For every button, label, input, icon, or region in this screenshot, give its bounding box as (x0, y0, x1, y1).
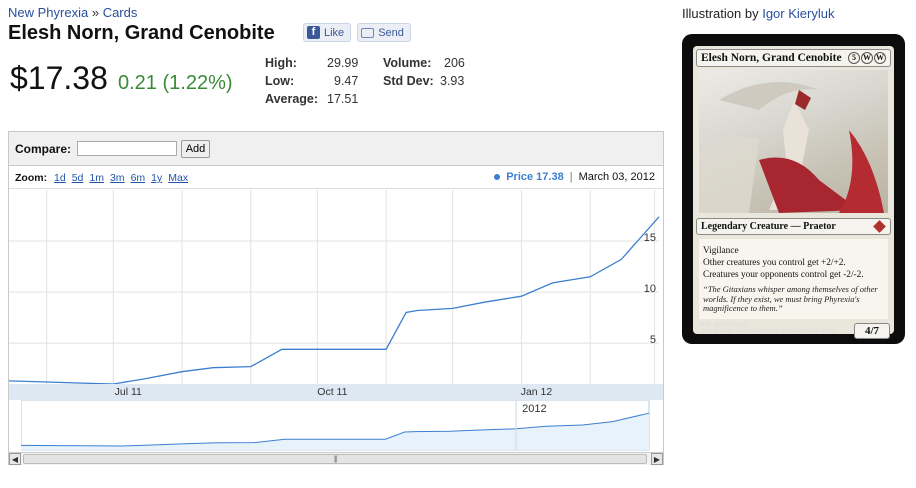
x-tick-label: Oct 11 (317, 386, 348, 398)
price-change: 0.21 (1.22%) (118, 72, 233, 94)
average-label: Average: (265, 92, 319, 106)
art-mist-shape (699, 136, 759, 213)
grip-icon: ||| (334, 456, 338, 463)
volume-value: 206 (444, 56, 465, 70)
card-frame: Elesh Norn, Grand Cenobite 5 W W Legenda… (693, 46, 894, 339)
main-plot[interactable]: 5 10 15 (9, 190, 663, 384)
navigator-area (21, 413, 649, 450)
zoom-1d-link[interactable]: 1d (54, 172, 66, 184)
price-series-line (9, 216, 660, 384)
breadcrumb-set-link[interactable]: New Phyrexia (8, 5, 89, 20)
std-dev-value: 3.93 (440, 74, 465, 88)
low-value: 9.47 (334, 74, 359, 88)
set-symbol-icon (873, 220, 886, 233)
y-tick-label: 10 (644, 283, 656, 295)
art-robe-shape (759, 157, 859, 213)
like-label: Like (324, 26, 345, 39)
mana-symbol: W (861, 52, 873, 64)
card-artist-line: Illus. Igor Kieryluk (700, 322, 748, 328)
card-art (699, 70, 888, 213)
compare-bar: Compare: Add (9, 132, 663, 166)
high-value: 29.99 (327, 56, 359, 70)
card-type-line: Legendary Creature — Praetor (701, 221, 836, 232)
card-rule: Other creatures you control get +2/+2. (703, 258, 846, 268)
card-rule: Vigilance (703, 246, 739, 256)
x-tick-label: Jan 12 (520, 386, 553, 398)
breadcrumb-separator: » (91, 5, 100, 20)
facebook-icon: f (307, 26, 320, 39)
scroll-left-arrow-icon[interactable]: ◀ (9, 453, 21, 465)
chart-scrollbar[interactable]: ◀ ||| ▶ (9, 452, 663, 465)
x-axis-band: Jul 11 Oct 11 Jan 12 (9, 384, 663, 400)
art-headdress-shape (795, 90, 811, 110)
zoom-options: 1d 5d 1m 3m 6m 1y Max (54, 172, 188, 184)
x-tick-label: Jul 11 (114, 386, 142, 398)
mana-symbol: 5 (848, 52, 860, 64)
social-buttons: f Like Send (303, 23, 411, 42)
price-readout: Price 17.38 | March 03, 2012 (494, 171, 655, 183)
art-figure-shape (769, 100, 809, 210)
facebook-send-button[interactable]: Send (357, 23, 411, 42)
art-wing-shape (839, 130, 884, 213)
card-rules-box: Vigilance Other creatures you control ge… (699, 239, 888, 319)
mana-symbol: W (874, 52, 886, 64)
navigator-line (21, 412, 650, 447)
average-value: 17.51 (327, 92, 359, 106)
zoom-3m-link[interactable]: 3m (109, 172, 125, 184)
breadcrumb: New Phyrexia » Cards (8, 5, 137, 20)
compare-input[interactable] (77, 141, 177, 156)
scroll-right-arrow-icon[interactable]: ▶ (651, 453, 663, 465)
message-icon (361, 27, 375, 38)
y-tick-label: 15 (644, 232, 656, 244)
low-label: Low: (265, 74, 295, 88)
high-label: High: (265, 56, 297, 70)
card-art-illustration (699, 82, 884, 213)
card-name: Elesh Norn, Grand Cenobite (701, 52, 842, 64)
send-label: Send (378, 26, 404, 39)
scroll-thumb[interactable]: ||| (23, 454, 647, 464)
volume-label: Volume: (383, 56, 432, 70)
card-name-bar: Elesh Norn, Grand Cenobite 5 W W (696, 49, 891, 67)
zoom-6m-link[interactable]: 6m (130, 172, 146, 184)
mana-cost: 5 W W (848, 52, 886, 64)
breadcrumb-cards-link[interactable]: Cards (102, 5, 138, 20)
current-price: $17.38 (10, 60, 108, 96)
power-toughness: 4/7 (854, 323, 890, 339)
price-readout-label: Price 17.38 (506, 171, 564, 183)
range-navigator[interactable]: 2012 (21, 400, 651, 452)
std-dev-label: Std Dev: (383, 74, 434, 88)
price-chart: Compare: Add Zoom: 1d 5d 1m 3m 6m 1y Max… (8, 131, 664, 465)
artist-link[interactable]: Igor Kieryluk (762, 6, 835, 21)
series-dot-icon (494, 174, 501, 180)
card-rule: Creatures your opponents control get -2/… (703, 270, 864, 280)
zoom-1m-link[interactable]: 1m (89, 172, 104, 184)
facebook-like-button[interactable]: f Like (303, 23, 352, 42)
y-tick-label: 5 (650, 334, 656, 346)
zoom-bar: Zoom: 1d 5d 1m 3m 6m 1y Max Price 17.38 … (9, 167, 663, 189)
illustration-prefix: Illustration by (682, 6, 759, 21)
compare-label: Compare: (15, 142, 72, 156)
card-image: Elesh Norn, Grand Cenobite 5 W W Legenda… (682, 34, 905, 344)
readout-date: March 03, 2012 (578, 171, 655, 183)
card-flavor-text: “The Gitaxians whisper among themselves … (703, 284, 878, 313)
art-blade-shape (719, 82, 819, 110)
zoom-5d-link[interactable]: 5d (71, 172, 84, 184)
page-title: Elesh Norn, Grand Cenobite (8, 22, 275, 44)
zoom-max-link[interactable]: Max (168, 172, 189, 184)
card-type-bar: Legendary Creature — Praetor (696, 218, 891, 235)
add-compare-button[interactable]: Add (181, 140, 210, 158)
navigator-year-label: 2012 (522, 403, 546, 415)
zoom-1y-link[interactable]: 1y (151, 172, 163, 184)
readout-separator: | (569, 171, 573, 183)
illustration-credit: Illustration by Igor Kieryluk (682, 6, 834, 21)
zoom-label: Zoom: (15, 172, 48, 184)
card-copyright: ™ & © 1993–2011 Wizards of the Coast LLC… (700, 328, 836, 334)
card-footer: Illus. Igor Kieryluk ™ & © 1993–2011 Wiz… (700, 322, 836, 334)
